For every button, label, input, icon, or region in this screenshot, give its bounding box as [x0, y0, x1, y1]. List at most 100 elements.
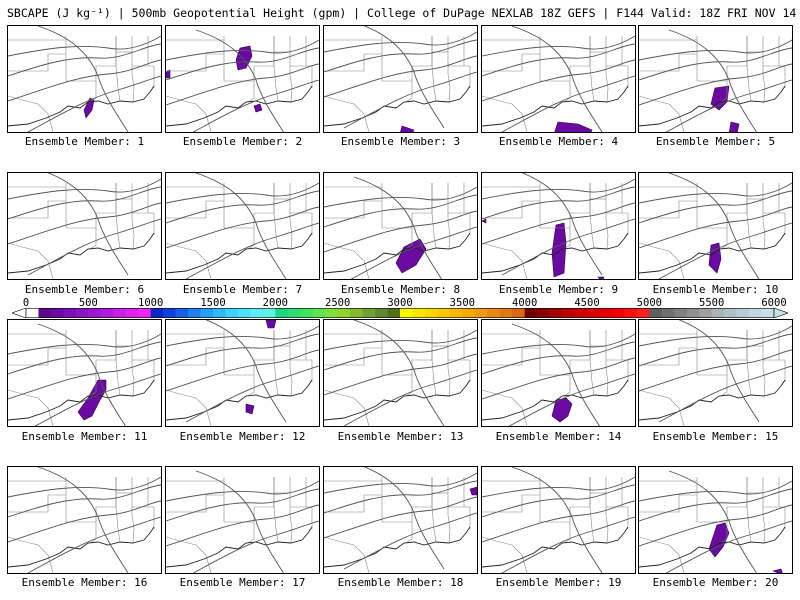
height-contour	[37, 467, 129, 573]
height-contour	[324, 39, 477, 73]
colorbar-swatch	[175, 308, 189, 318]
ensemble-member-panel	[323, 25, 478, 133]
height-contour	[482, 500, 635, 543]
ensemble-member-panel	[638, 172, 793, 280]
ensemble-member-label: Ensemble Member: 6	[24, 283, 145, 296]
member-map	[482, 467, 635, 573]
height-contour	[324, 472, 477, 494]
height-contour	[166, 182, 319, 204]
height-contour	[47, 173, 129, 276]
height-contour	[166, 63, 319, 106]
ensemble-member-panel	[7, 319, 162, 427]
height-contour	[8, 476, 161, 498]
cape-contour-fill	[482, 218, 487, 224]
height-contour	[363, 26, 445, 129]
colorbar-swatch	[350, 308, 363, 318]
member-map	[482, 323, 635, 426]
height-contour	[343, 369, 477, 426]
colorbar-swatch	[63, 308, 77, 318]
colorbar-tick-label: 5500	[699, 297, 725, 309]
colorbar-swatch	[686, 308, 700, 318]
colorbar-swatch	[699, 308, 712, 318]
cape-contour-fill	[551, 222, 567, 278]
member-map	[324, 176, 477, 279]
height-contour	[37, 26, 129, 132]
height-contour	[8, 202, 161, 245]
height-contour	[37, 323, 127, 426]
ensemble-member-label: Ensemble Member: 4	[498, 135, 619, 148]
ensemble-member-panel	[165, 172, 320, 280]
cape-contour-fill	[710, 85, 730, 111]
height-contour	[205, 320, 287, 423]
height-contour	[639, 206, 792, 249]
ensemble-member-panel	[638, 466, 793, 574]
colorbar-swatch	[26, 308, 39, 318]
colorbar-tick-label: 3500	[449, 297, 475, 309]
height-contour	[482, 476, 635, 498]
height-contour	[482, 202, 635, 245]
member-map	[324, 26, 477, 132]
colorbar-swatch	[599, 308, 613, 318]
height-contour	[324, 31, 477, 53]
cape-contour-fill	[253, 103, 263, 113]
ensemble-member-panel	[165, 319, 320, 427]
height-contour	[27, 218, 161, 276]
cape-contour-fill	[395, 238, 427, 274]
ensemble-member-label: Ensemble Member: 2	[182, 135, 303, 148]
ensemble-member-label: Ensemble Member: 9	[498, 283, 619, 296]
ensemble-member-label: Ensemble Member: 16	[21, 576, 148, 589]
height-contour	[195, 173, 287, 279]
height-contour	[482, 357, 635, 400]
ensemble-member-panel	[7, 466, 162, 574]
height-contour	[482, 35, 635, 57]
colorbar-swatch	[275, 308, 289, 318]
ensemble-member-panel	[481, 466, 636, 574]
colorbar-swatch	[487, 308, 501, 318]
height-contour	[324, 186, 477, 208]
member-map	[8, 26, 161, 132]
colorbar-swatch	[325, 308, 338, 318]
ensemble-member-panel	[481, 319, 636, 427]
cape-contour-fill	[597, 276, 605, 279]
ensemble-member-label: Ensemble Member: 11	[21, 430, 148, 443]
member-map	[166, 173, 319, 279]
colorbar-swatch	[749, 308, 762, 318]
colorbar-swatch	[524, 308, 538, 318]
colorbar-swatch	[549, 308, 563, 318]
height-contour	[482, 333, 635, 355]
height-contour	[8, 186, 161, 220]
ensemble-member-label: Ensemble Member: 15	[652, 430, 779, 443]
height-contour	[8, 341, 161, 375]
height-contour	[639, 325, 792, 347]
height-contour	[639, 504, 792, 547]
colorbar-swatch	[537, 308, 550, 318]
colorbar-swatch	[38, 308, 52, 318]
colorbar-tick-label: 1000	[138, 297, 164, 309]
ensemble-member-panel	[638, 319, 793, 427]
ensemble-member-label: Ensemble Member: 8	[340, 283, 461, 296]
height-contour	[185, 222, 319, 279]
colorbar-tick-label: 3000	[387, 297, 413, 309]
colorbar-swatch	[574, 308, 588, 318]
height-contour	[8, 500, 161, 543]
cape-contour-fill	[265, 320, 277, 329]
ensemble-member-label: Ensemble Member: 14	[495, 430, 622, 443]
height-contour	[639, 349, 792, 392]
colorbar-swatch	[674, 308, 688, 318]
ensemble-member-label: Ensemble Member: 3	[340, 135, 461, 148]
ensemble-member-label: Ensemble Member: 18	[337, 576, 464, 589]
height-contour	[353, 320, 445, 426]
height-contour	[678, 320, 760, 423]
height-contour	[166, 47, 319, 81]
ensemble-member-label: Ensemble Member: 13	[337, 430, 464, 443]
ensemble-member-label: Ensemble Member: 12	[179, 430, 306, 443]
ensemble-member-panel	[323, 319, 478, 427]
height-contour	[482, 341, 635, 375]
height-contour	[508, 373, 635, 426]
member-map	[482, 26, 635, 132]
colorbar-tick-label: 5000	[636, 297, 662, 309]
height-contour	[639, 182, 792, 204]
height-contour	[166, 480, 319, 502]
height-contour	[511, 26, 603, 132]
cape-contour-fill	[772, 568, 783, 573]
